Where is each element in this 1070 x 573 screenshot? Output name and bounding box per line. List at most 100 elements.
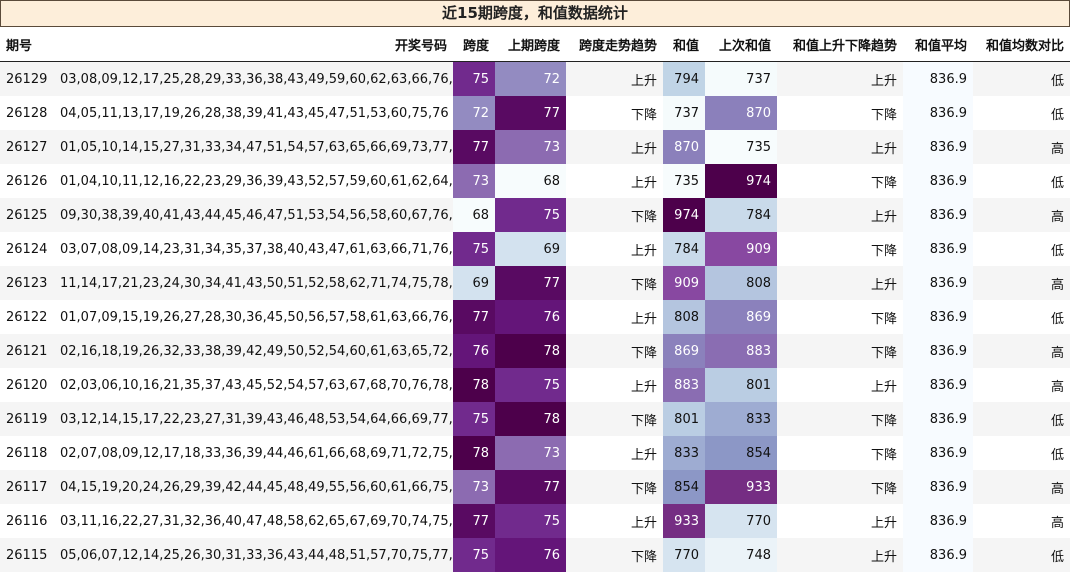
- cell-sum: 854: [663, 470, 705, 504]
- cell-prev-span: 73: [495, 436, 566, 470]
- cell-prev-span: 76: [495, 300, 566, 334]
- table-row: 26119 03,12,14,15,17,22,23,27,31,39,43,46…: [0, 402, 1070, 436]
- cell-sum: 870: [663, 130, 705, 164]
- table-row: 26116 03,11,16,22,27,31,32,36,40,47,48,58…: [0, 504, 1070, 538]
- cell-numbers: 02,16,18,19,26,32,33,38,39,42,49,50,52,5…: [54, 334, 453, 368]
- cell-sum: 794: [663, 61, 705, 96]
- cell-avg-cmp: 低: [973, 402, 1070, 436]
- cell-span-trend: 上升: [566, 436, 663, 470]
- cell-issue: 26116: [0, 504, 54, 538]
- cell-sum: 909: [663, 266, 705, 300]
- cell-span-trend: 上升: [566, 504, 663, 538]
- cell-avg-cmp: 低: [973, 164, 1070, 198]
- cell-avg-cmp: 高: [973, 368, 1070, 402]
- cell-sum-trend: 上升: [777, 198, 903, 232]
- cell-issue: 26124: [0, 232, 54, 266]
- cell-sum-trend: 下降: [777, 300, 903, 334]
- cell-sum-trend: 上升: [777, 266, 903, 300]
- cell-issue: 26127: [0, 130, 54, 164]
- cell-numbers: 03,08,09,12,17,25,28,29,33,36,38,43,49,5…: [54, 61, 453, 96]
- cell-span: 75: [453, 402, 495, 436]
- table-title: 近15期跨度，和值数据统计: [0, 0, 1070, 27]
- cell-span-trend: 下降: [566, 266, 663, 300]
- cell-avg-cmp: 高: [973, 334, 1070, 368]
- header-span: 跨度: [453, 27, 495, 62]
- cell-prev-sum: 933: [705, 470, 777, 504]
- cell-avg: 836.9: [903, 266, 973, 300]
- cell-sum: 883: [663, 368, 705, 402]
- cell-span-trend: 下降: [566, 198, 663, 232]
- cell-span: 73: [453, 470, 495, 504]
- cell-prev-span: 73: [495, 130, 566, 164]
- header-row: 期号 开奖号码 跨度 上期跨度 跨度走势趋势 和值 上次和值 和值上升下降趋势 …: [0, 27, 1070, 62]
- cell-numbers: 01,05,10,14,15,27,31,33,34,47,51,54,57,6…: [54, 130, 453, 164]
- cell-avg: 836.9: [903, 130, 973, 164]
- cell-span-trend: 下降: [566, 402, 663, 436]
- cell-sum: 737: [663, 96, 705, 130]
- cell-numbers: 09,30,38,39,40,41,43,44,45,46,47,51,53,5…: [54, 198, 453, 232]
- cell-sum-trend: 下降: [777, 402, 903, 436]
- cell-span: 78: [453, 368, 495, 402]
- cell-prev-span: 69: [495, 232, 566, 266]
- cell-sum-trend: 下降: [777, 232, 903, 266]
- cell-sum: 974: [663, 198, 705, 232]
- cell-span: 76: [453, 334, 495, 368]
- cell-avg-cmp: 低: [973, 61, 1070, 96]
- cell-numbers: 05,06,07,12,14,25,26,30,31,33,36,43,44,4…: [54, 538, 453, 572]
- cell-sum-trend: 上升: [777, 130, 903, 164]
- header-issue: 期号: [0, 27, 54, 62]
- table-row: 26129 03,08,09,12,17,25,28,29,33,36,38,43…: [0, 61, 1070, 96]
- cell-avg: 836.9: [903, 402, 973, 436]
- cell-avg: 836.9: [903, 164, 973, 198]
- cell-span: 68: [453, 198, 495, 232]
- cell-avg: 836.9: [903, 198, 973, 232]
- cell-span: 77: [453, 300, 495, 334]
- header-span-trend: 跨度走势趋势: [566, 27, 663, 62]
- table-row: 26125 09,30,38,39,40,41,43,44,45,46,47,51…: [0, 198, 1070, 232]
- cell-avg-cmp: 低: [973, 300, 1070, 334]
- cell-prev-span: 77: [495, 470, 566, 504]
- cell-prev-span: 77: [495, 266, 566, 300]
- cell-prev-sum: 784: [705, 198, 777, 232]
- cell-span-trend: 上升: [566, 130, 663, 164]
- cell-issue: 26119: [0, 402, 54, 436]
- cell-sum: 735: [663, 164, 705, 198]
- cell-numbers: 03,07,08,09,14,23,31,34,35,37,38,40,43,4…: [54, 232, 453, 266]
- cell-prev-sum: 883: [705, 334, 777, 368]
- cell-issue: 26126: [0, 164, 54, 198]
- header-numbers: 开奖号码: [54, 27, 453, 62]
- table-row: 26124 03,07,08,09,14,23,31,34,35,37,38,40…: [0, 232, 1070, 266]
- header-sum: 和值: [663, 27, 705, 62]
- cell-sum-trend: 下降: [777, 470, 903, 504]
- cell-prev-sum: 737: [705, 61, 777, 96]
- cell-sum-trend: 下降: [777, 96, 903, 130]
- cell-avg: 836.9: [903, 436, 973, 470]
- cell-avg: 836.9: [903, 96, 973, 130]
- cell-prev-sum: 854: [705, 436, 777, 470]
- cell-prev-sum: 770: [705, 504, 777, 538]
- cell-prev-sum: 909: [705, 232, 777, 266]
- cell-sum-trend: 上升: [777, 504, 903, 538]
- cell-sum: 784: [663, 232, 705, 266]
- cell-issue: 26121: [0, 334, 54, 368]
- cell-span: 73: [453, 164, 495, 198]
- cell-numbers: 01,04,10,11,12,16,22,23,29,36,39,43,52,5…: [54, 164, 453, 198]
- header-prev-sum: 上次和值: [705, 27, 777, 62]
- cell-span-trend: 下降: [566, 470, 663, 504]
- cell-span-trend: 下降: [566, 334, 663, 368]
- cell-prev-span: 72: [495, 61, 566, 96]
- cell-prev-sum: 869: [705, 300, 777, 334]
- cell-issue: 26115: [0, 538, 54, 572]
- cell-prev-span: 75: [495, 368, 566, 402]
- cell-sum: 869: [663, 334, 705, 368]
- cell-span: 69: [453, 266, 495, 300]
- table-row: 26121 02,16,18,19,26,32,33,38,39,42,49,50…: [0, 334, 1070, 368]
- cell-prev-span: 68: [495, 164, 566, 198]
- cell-numbers: 01,07,09,15,19,26,27,28,30,36,45,50,56,5…: [54, 300, 453, 334]
- cell-span-trend: 上升: [566, 368, 663, 402]
- cell-issue: 26122: [0, 300, 54, 334]
- cell-span-trend: 上升: [566, 164, 663, 198]
- cell-avg: 836.9: [903, 470, 973, 504]
- table-row: 26118 02,07,08,09,12,17,18,33,36,39,44,46…: [0, 436, 1070, 470]
- cell-sum-trend: 上升: [777, 538, 903, 572]
